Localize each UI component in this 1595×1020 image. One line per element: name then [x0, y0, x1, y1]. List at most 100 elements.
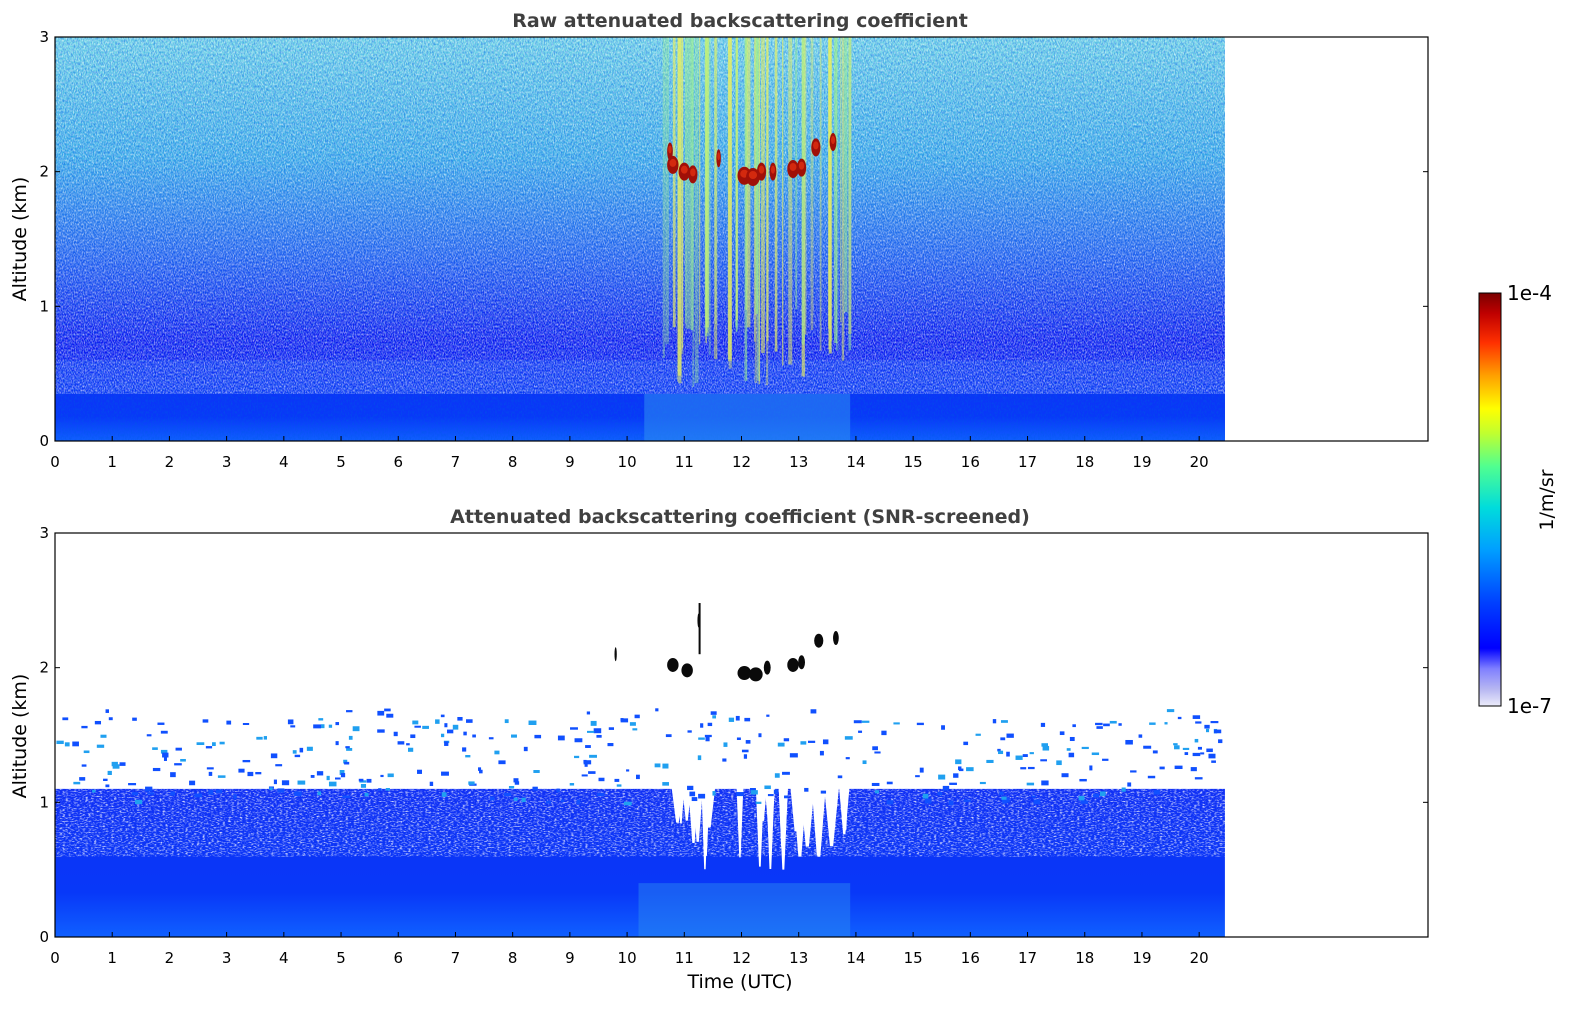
speck: [662, 763, 669, 769]
cloud-core: [770, 165, 776, 174]
speck: [574, 755, 580, 759]
speck: [346, 710, 353, 713]
streak: [708, 37, 711, 355]
speck: [1152, 750, 1158, 754]
speck: [105, 709, 109, 713]
colorbar-min-label: 1e-7: [1507, 694, 1552, 718]
speck: [998, 750, 1004, 755]
speck: [56, 740, 64, 745]
speck: [112, 764, 120, 769]
speck: [588, 771, 596, 774]
speck: [255, 771, 262, 775]
speck: [498, 760, 506, 765]
speck: [217, 775, 226, 778]
streak: [681, 37, 684, 355]
speck: [478, 767, 482, 771]
speck: [318, 718, 324, 721]
speck: [488, 737, 494, 740]
speck: [447, 729, 454, 734]
speck: [310, 774, 315, 778]
cloud-core: [680, 165, 688, 174]
speck: [226, 720, 232, 725]
speck: [256, 736, 263, 740]
speck: [616, 784, 622, 787]
cloud-core: [830, 136, 836, 145]
speck: [346, 747, 353, 751]
speck: [1214, 729, 1222, 734]
speck: [313, 724, 322, 729]
speck: [1194, 777, 1203, 780]
speck: [1059, 731, 1065, 736]
colorbar: 1e-4 1e-7 1/m/sr: [1478, 281, 1558, 718]
x-axis: 0 1 2 3 4 5 6 7 8 9 10 11 12 13 14 15 16 17 18 19 20: [50, 932, 1209, 967]
y-tick-label: 2: [39, 163, 49, 181]
speck: [534, 734, 542, 739]
speck: [687, 730, 692, 733]
speck: [789, 753, 798, 758]
speck: [585, 745, 591, 748]
speck: [292, 750, 297, 754]
speck: [1078, 795, 1085, 801]
speck: [810, 709, 817, 714]
speck: [273, 779, 277, 785]
x-tick-label: 0: [50, 453, 60, 471]
speck: [557, 735, 565, 741]
x-tick-label: 19: [1132, 453, 1151, 471]
y-axis: 0 1 2 3: [39, 524, 1428, 946]
speck: [215, 789, 223, 793]
speck: [160, 749, 168, 754]
streak: [761, 37, 765, 354]
x-tick-label: 3: [222, 949, 232, 967]
speck: [175, 747, 182, 751]
streak: [681, 37, 684, 349]
speck: [472, 734, 476, 738]
speck: [132, 717, 137, 721]
speck: [728, 717, 735, 722]
speck: [1102, 758, 1109, 761]
speck: [128, 783, 137, 786]
x-tick-label: 7: [451, 453, 461, 471]
speck: [1015, 755, 1023, 760]
gap: [811, 782, 827, 857]
speck: [804, 787, 809, 792]
speck: [212, 742, 216, 747]
streak: [758, 37, 761, 385]
panel-title: Attenuated backscattering coefficient (S…: [450, 506, 1030, 528]
speck: [441, 792, 447, 797]
speck: [723, 742, 728, 747]
x-tick-label: 11: [675, 453, 694, 471]
speck: [820, 790, 827, 794]
speck: [294, 791, 302, 796]
cloud-blob: [798, 655, 806, 670]
speck: [597, 793, 605, 797]
speck: [326, 775, 330, 781]
speck: [407, 747, 414, 752]
speck: [1127, 782, 1132, 787]
speck: [1061, 773, 1069, 778]
speck: [441, 771, 449, 776]
speck: [1206, 748, 1213, 753]
streak: [727, 37, 732, 362]
speck: [607, 743, 614, 747]
speck: [1210, 721, 1219, 724]
streak: [804, 37, 807, 335]
speck: [170, 772, 176, 778]
gap: [702, 782, 710, 856]
streak: [686, 37, 691, 329]
speck: [429, 781, 434, 786]
speck: [270, 753, 278, 759]
speck: [1109, 720, 1117, 724]
speck: [514, 781, 520, 785]
speck: [406, 743, 410, 746]
speck: [339, 769, 345, 775]
speck: [915, 775, 920, 778]
speck: [1194, 738, 1199, 743]
speck: [364, 792, 369, 797]
x-tick-label: 0: [50, 949, 60, 967]
speck: [561, 799, 565, 802]
streak: [677, 37, 682, 376]
speck: [955, 759, 962, 765]
speck: [556, 788, 560, 793]
speck: [745, 740, 751, 744]
x-tick-label: 19: [1132, 949, 1151, 967]
